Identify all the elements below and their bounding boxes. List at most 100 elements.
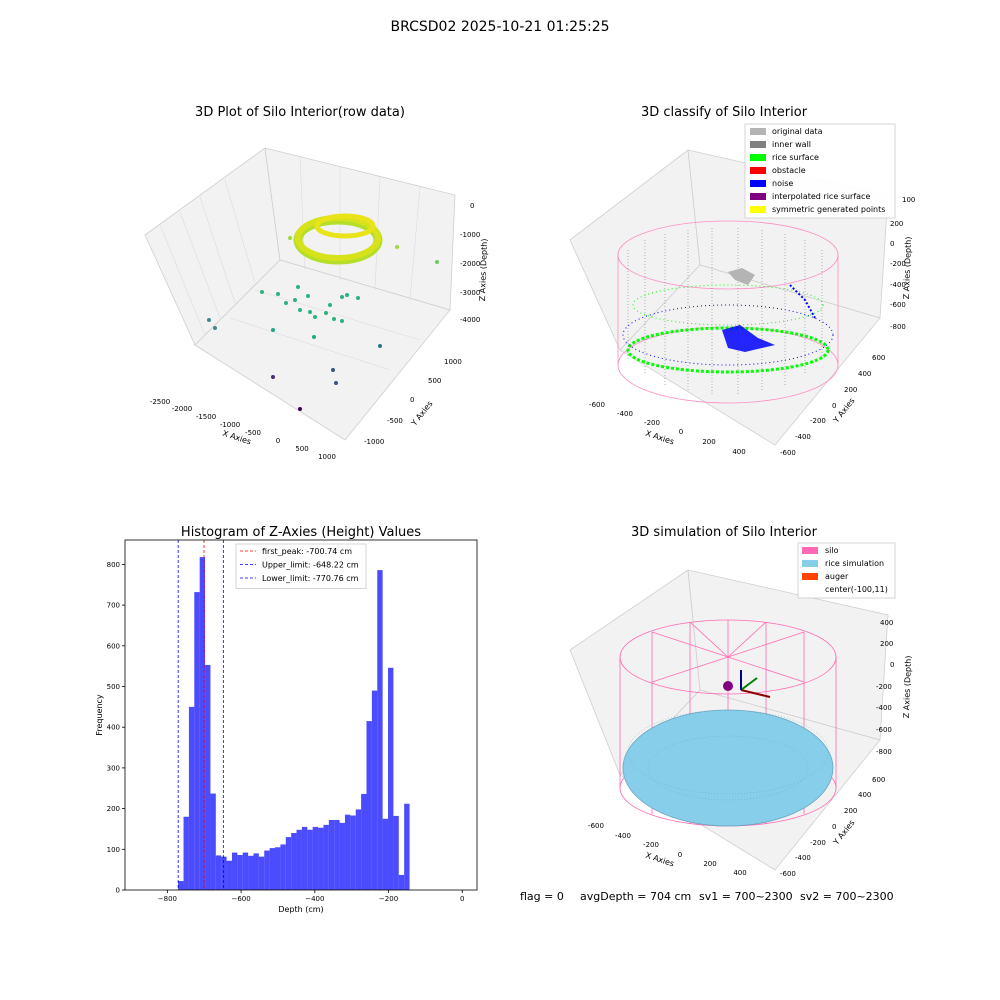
classify-z-tick: -800 xyxy=(890,323,906,331)
histogram-legend-label: first_peak: -700.74 cm xyxy=(262,547,352,556)
histogram-bar xyxy=(323,824,329,890)
raw-x-tick: 500 xyxy=(295,445,308,453)
classify-legend: original data inner wall rice surface ob… xyxy=(744,123,896,219)
histogram-bar xyxy=(361,793,367,890)
histogram-bar xyxy=(377,570,383,890)
auger-center-marker xyxy=(723,681,733,691)
simulation-z-tick: 200 xyxy=(880,640,893,648)
histogram-x-label: Depth (cm) xyxy=(278,905,323,914)
histogram-bar xyxy=(366,721,372,890)
classify-y-tick: 600 xyxy=(872,354,885,362)
simulation-x-tick: -600 xyxy=(588,822,604,830)
classify-y-tick: 200 xyxy=(844,386,857,394)
histogram-panel: Histogram of Z-Axies (Height) Values −80… xyxy=(95,525,478,914)
histogram-bar xyxy=(210,793,216,890)
histogram-bar xyxy=(280,844,286,890)
classify-z-tick: 0 xyxy=(890,240,894,248)
simulation-x-tick: -400 xyxy=(615,832,631,840)
classify-x-tick: -600 xyxy=(589,401,605,409)
histogram-y-tick-label: 800 xyxy=(107,561,120,569)
histogram-y-tick-label: 200 xyxy=(107,805,120,813)
simulation-y-tick: -200 xyxy=(810,839,826,847)
histogram-legend-label: Lower_limit: -770.76 cm xyxy=(262,574,359,583)
simulation-legend-swatch xyxy=(802,560,818,567)
classify-legend-swatch xyxy=(750,206,766,213)
classify-legend-label: symmetric generated points xyxy=(772,205,885,214)
classify-y-tick: -400 xyxy=(795,433,811,441)
classify-rice-surface xyxy=(626,284,830,374)
histogram-bar xyxy=(221,856,227,890)
classify-z-tick: -400 xyxy=(890,281,906,289)
histogram-bar xyxy=(355,809,362,890)
classify-z-tick: 100 xyxy=(902,196,915,204)
histogram-bar xyxy=(183,816,189,890)
simulation-legend: silo rice simulation auger center(-100,1… xyxy=(797,542,896,599)
simulation-y-tick: -600 xyxy=(780,870,796,878)
raw-z-tick: -1000 xyxy=(460,231,480,239)
classify-x-tick: 0 xyxy=(679,428,683,436)
histogram-legend-frame xyxy=(235,543,367,589)
histogram-x-tick-label: −400 xyxy=(305,895,324,903)
histogram-bar xyxy=(307,829,313,890)
histogram-bar xyxy=(301,826,308,890)
classify-y-ticks: 600 400 200 0 -200 -400 -600 xyxy=(780,354,885,457)
histogram-bar xyxy=(350,815,356,890)
histogram-bar xyxy=(328,820,335,890)
raw-z-label: Z Axies (Depth) xyxy=(478,238,489,301)
auger-x-arrow xyxy=(740,689,771,698)
histogram-legend: first_peak: -700.74 cm Upper_limit: -648.… xyxy=(235,543,367,589)
classify-y-tick: 0 xyxy=(832,402,836,410)
classify-noise xyxy=(622,284,834,366)
histogram-x-ticks: −800 −600 −400 −200 0 xyxy=(158,890,464,903)
raw-3d-box xyxy=(144,147,456,441)
simulation-y-ticks: 600 400 200 0 -200 -400 -600 xyxy=(780,776,885,878)
figure-suptitle: BRCSD02 2025-10-21 01:25:25 xyxy=(390,19,609,35)
histogram-bar xyxy=(344,814,351,890)
raw-y-tick: 1000 xyxy=(444,358,462,366)
histogram-bar xyxy=(339,822,345,890)
raw-x-tick: 0 xyxy=(276,437,280,445)
simulation-auger xyxy=(723,670,771,698)
raw-y-tick: 0 xyxy=(410,396,414,404)
classify-legend-swatch xyxy=(750,128,766,135)
histogram-bar xyxy=(248,855,254,890)
classify-legend-frame xyxy=(744,123,896,219)
raw-x-tick: -2000 xyxy=(172,405,192,413)
histogram-bar xyxy=(231,852,238,890)
raw-z-tick: 0 xyxy=(470,202,474,210)
classify-z-tick: 200 xyxy=(890,220,903,228)
simulation-z-tick: 0 xyxy=(890,661,894,669)
histogram-bar xyxy=(285,837,292,890)
simulation-y-tick: -400 xyxy=(795,854,811,862)
histogram-bar xyxy=(296,829,302,890)
classify-x-label: X Axies xyxy=(644,429,675,447)
histogram-x-tick-label: −200 xyxy=(379,895,398,903)
simulation-x-tick: 400 xyxy=(733,869,746,877)
classify-silo-wireframe xyxy=(617,220,839,404)
raw-x-tick: -1000 xyxy=(220,421,240,429)
histogram-bar xyxy=(199,557,206,890)
simulation-legend-swatch xyxy=(802,573,818,580)
raw-y-tick: 500 xyxy=(428,377,441,385)
classify-x-tick: 400 xyxy=(732,448,745,456)
histogram-bar xyxy=(264,850,270,890)
histogram-legend-label: Upper_limit: -648.22 cm xyxy=(262,561,359,570)
histogram-x-tick-label: −800 xyxy=(158,895,177,903)
simulation-rice-surface xyxy=(622,709,834,827)
histogram-bar xyxy=(178,881,184,890)
classify-y-tick: -200 xyxy=(810,417,826,425)
status-footer: flag = 0 avgDepth = 704 cm sv1 = 700~230… xyxy=(520,890,894,903)
histogram-y-tick-label: 700 xyxy=(107,602,120,610)
simulation-z-tick: 400 xyxy=(880,619,893,627)
simulation-panel: 3D simulation of Silo Interior xyxy=(569,525,913,878)
histogram-bar xyxy=(188,706,195,890)
simulation-z-tick: -400 xyxy=(876,704,892,712)
raw-z-ticks: 0 -1000 -2000 -3000 -4000 xyxy=(460,202,480,324)
histogram-bar xyxy=(291,833,297,890)
avg-depth-status: avgDepth = 704 cm xyxy=(580,890,691,903)
simulation-x-tick: 200 xyxy=(703,860,716,868)
simulation-legend-label: auger xyxy=(825,572,849,581)
histogram-y-tick-label: 400 xyxy=(107,724,120,732)
histogram-bar xyxy=(205,664,211,890)
